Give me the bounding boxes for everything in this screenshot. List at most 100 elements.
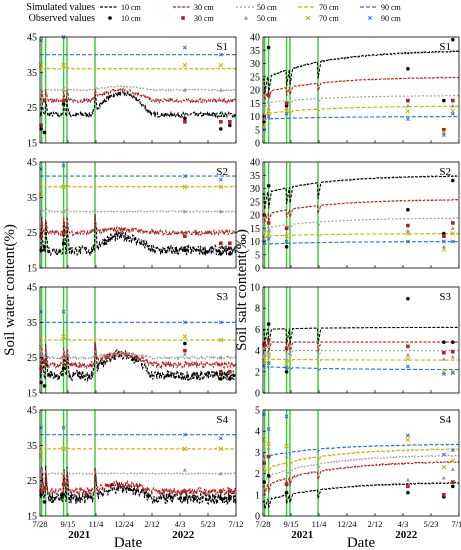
observed-point (442, 127, 446, 132)
y-tick-label: 5 (255, 406, 260, 417)
x-tick-label: 7/12 (228, 519, 243, 529)
y-tick-label: 0 (255, 264, 260, 275)
observed-point (266, 184, 271, 188)
observed-point (42, 384, 47, 388)
y-tick-label: 15 (27, 512, 37, 523)
observed-point (450, 239, 455, 244)
observed-point (61, 241, 66, 246)
observed-point (182, 184, 188, 190)
simulated-line-10cm (262, 174, 460, 210)
observed-point (450, 369, 456, 375)
y-tick-label: 8 (255, 304, 260, 315)
x-tick-label: 11/4 (312, 519, 328, 529)
x-tick-label: 2/12 (367, 519, 382, 529)
observed-point (266, 473, 271, 478)
simulated-line-50cm (262, 94, 460, 111)
observed-point (39, 366, 43, 371)
observed-point (451, 349, 455, 354)
panel-title: S2 (216, 166, 228, 178)
observed-point (228, 489, 232, 494)
observed-point (406, 296, 410, 301)
simulated-line-10cm (262, 481, 459, 510)
observed-point (405, 352, 410, 357)
observed-point (61, 471, 66, 476)
observed-point (266, 352, 271, 358)
observed-point (183, 248, 187, 253)
observed-point (441, 464, 447, 470)
x-axis-label-right: Date (347, 535, 376, 550)
observed-point (266, 338, 271, 342)
panel-salt-S1: 0 5 10 15 20 25 30 35 40 S1 (250, 33, 460, 150)
y-tick-label: 40 (250, 158, 260, 169)
observed-point (284, 482, 289, 486)
observed-point (441, 133, 446, 138)
x-tick-label: 5/23 (423, 519, 438, 529)
observed-point (218, 471, 223, 476)
observed-point (266, 93, 271, 98)
simulated-line-30cm (262, 198, 460, 223)
y-tick-label: 0 (255, 512, 260, 523)
observed-point (266, 344, 271, 348)
simulated-line-70cm (39, 337, 237, 342)
observed-point (451, 221, 455, 225)
y-tick-label: 10 (250, 283, 260, 294)
simulated-line-10cm (262, 50, 460, 95)
y-tick-label: 2 (255, 469, 260, 480)
observed-point (450, 231, 456, 236)
observed-point (228, 496, 232, 501)
y-tick-label: 15 (250, 224, 260, 235)
observed-point (218, 436, 223, 441)
x-tick-label: 7/28 (32, 519, 47, 529)
observed-point (368, 16, 372, 20)
observed-point (266, 441, 271, 447)
y-tick-label: 35 (250, 171, 260, 182)
observed-point (42, 130, 47, 135)
observed-point (284, 111, 289, 116)
observed-point (441, 356, 446, 361)
y-tick-label: 4 (255, 427, 260, 438)
observed-point (266, 427, 271, 432)
observed-point (218, 446, 224, 452)
observed-point (405, 108, 411, 114)
observed-point (441, 247, 447, 252)
year-label: 2021 (291, 529, 313, 541)
observed-point (244, 15, 248, 20)
y-tick-label: 3 (255, 448, 260, 459)
observed-point (262, 461, 266, 465)
observed-point (61, 62, 66, 68)
simulated-line-70cm (262, 448, 460, 475)
observed-point (450, 467, 455, 471)
observed-point (284, 106, 289, 111)
y-tick-label: 4 (255, 346, 260, 357)
observed-point (284, 239, 289, 244)
simulated-line-10cm (39, 341, 237, 383)
observed-point (61, 230, 66, 235)
observed-point (182, 209, 187, 214)
simulated-line-70cm (263, 233, 459, 240)
observed-point (405, 228, 410, 233)
observed-point (228, 370, 232, 374)
observed-point (218, 184, 224, 190)
y-tick-label: 35 (27, 68, 37, 79)
observed-point (405, 433, 410, 438)
observed-point (406, 67, 410, 71)
observed-point (61, 366, 66, 371)
legend-marker-label: 70 cm (319, 14, 340, 23)
observed-point (405, 117, 410, 122)
observed-point (450, 103, 455, 108)
year-label: 2021 (68, 529, 90, 541)
observed-point (228, 252, 232, 256)
observed-point (182, 334, 188, 339)
panel-title: S4 (439, 414, 451, 426)
observed-point (219, 489, 223, 494)
observed-point (406, 207, 410, 212)
plot-frame (39, 409, 237, 517)
observed-point (405, 239, 410, 244)
observed-point (42, 98, 47, 103)
legend-line-label: 10 cm (121, 3, 142, 12)
observed-point (61, 209, 66, 214)
observed-point (266, 106, 271, 111)
observed-point (284, 365, 289, 370)
x-tick-label: 5/23 (200, 519, 215, 529)
observed-point (61, 446, 66, 452)
